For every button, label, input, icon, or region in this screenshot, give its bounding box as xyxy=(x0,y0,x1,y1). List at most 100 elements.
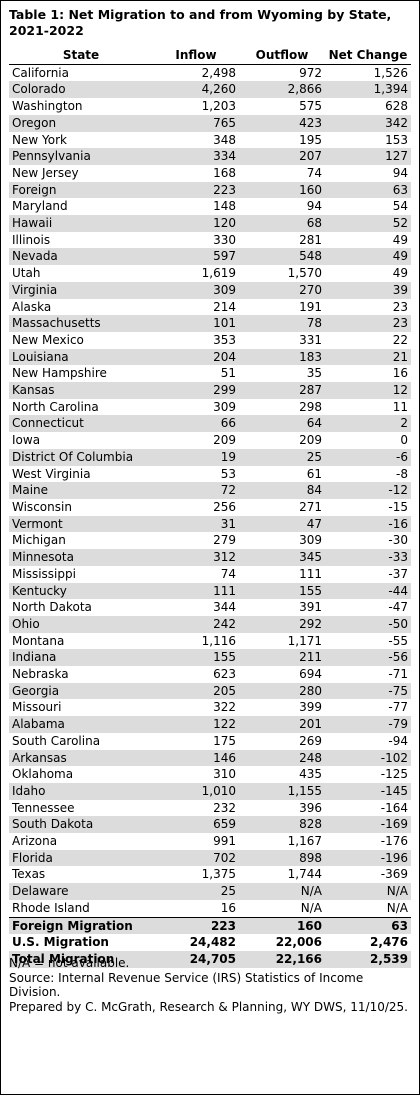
table-row: Colorado 4,260 2,866 1,394 xyxy=(9,81,411,99)
cell-outflow: 435 xyxy=(299,767,322,782)
table-row: New Mexico 353 331 22 xyxy=(9,332,411,349)
table-row: Oregon 765 423 342 xyxy=(9,114,411,132)
table-row: Utah 1,619 1,570 49 xyxy=(9,265,411,282)
table-row: Pennsylvania 334 207 127 xyxy=(9,148,411,165)
cell-outflow: 64 xyxy=(239,415,325,433)
cell-net-change: -71 xyxy=(388,667,408,682)
cell-net-change: 22 xyxy=(392,332,408,347)
table-row: Oklahoma 310 435 -125 xyxy=(9,766,411,783)
footnotes: N/A = not available. Source: Internal Re… xyxy=(9,956,409,1014)
cell-outflow: 1,155 xyxy=(239,782,325,800)
cell-inflow: 279 xyxy=(213,533,236,548)
cell-inflow: 702 xyxy=(153,849,239,867)
cell-net-change: 23 xyxy=(325,315,411,332)
table-body: California 2,498 972 1,526 Colorado 4,260 2,86… xyxy=(9,64,411,968)
cell-inflow: 256 xyxy=(213,499,236,514)
cell-net-change: -125 xyxy=(380,767,408,782)
cell-state: Mississippi xyxy=(12,566,76,581)
cell-outflow: 399 xyxy=(299,700,322,715)
cell-net-change: 63 xyxy=(325,916,411,935)
cell-net-change: 2,476 xyxy=(370,935,408,950)
cell-net-change: 0 xyxy=(400,433,408,448)
footnote-na: N/A = not available. xyxy=(9,956,130,970)
cell-outflow: 575 xyxy=(299,99,322,114)
cell-outflow: 160 xyxy=(239,181,325,199)
cell-net-change: N/A xyxy=(325,883,411,900)
cell-net-change: -75 xyxy=(325,682,411,700)
cell-outflow: 972 xyxy=(299,65,322,80)
table-row: District Of Columbia 19 25 -6 xyxy=(9,448,411,466)
cell-state: Washington xyxy=(12,99,83,114)
cell-state: Connecticut xyxy=(9,415,153,433)
cell-inflow: 223 xyxy=(153,181,239,199)
cell-inflow: 175 xyxy=(213,733,236,748)
cell-state: Indiana xyxy=(9,649,153,667)
header-outflow: Outflow xyxy=(239,47,325,65)
cell-outflow: 191 xyxy=(299,299,322,314)
cell-net-change: 628 xyxy=(385,99,408,114)
cell-net-change: 49 xyxy=(392,266,408,281)
cell-inflow: 344 xyxy=(213,600,236,615)
cell-net-change: 94 xyxy=(392,165,408,180)
cell-outflow: 1,744 xyxy=(287,867,322,882)
cell-outflow: 209 xyxy=(299,433,322,448)
total-row: U.S. Migration 24,482 22,006 2,476 xyxy=(9,934,411,951)
table-row: Missouri 322 399 -77 xyxy=(9,699,411,716)
cell-net-change: -12 xyxy=(325,482,411,499)
cell-state: Vermont xyxy=(9,515,153,533)
cell-inflow: 25 xyxy=(153,883,239,900)
cell-inflow: 334 xyxy=(153,148,239,165)
cell-outflow: 94 xyxy=(306,199,322,214)
table-row: Virginia 309 270 39 xyxy=(9,281,411,299)
cell-state: North Carolina xyxy=(12,399,99,414)
cell-state: Maine xyxy=(9,482,153,499)
header-inflow: Inflow xyxy=(153,47,239,65)
table-row: New Hampshire 51 35 16 xyxy=(9,365,411,382)
cell-net-change: -145 xyxy=(325,782,411,800)
table-row: South Dakota 659 828 -169 xyxy=(9,816,411,834)
cell-net-change: 2,539 xyxy=(325,950,411,968)
cell-inflow: 309 xyxy=(213,399,236,414)
cell-net-change: -77 xyxy=(388,700,408,715)
table-row: Florida 702 898 -196 xyxy=(9,849,411,867)
cell-state: Iowa xyxy=(12,433,41,448)
cell-state: U.S. Migration xyxy=(12,935,109,950)
cell-net-change: -8 xyxy=(396,466,408,481)
cell-outflow: 423 xyxy=(239,114,325,132)
table-row: Wisconsin 256 271 -15 xyxy=(9,499,411,516)
table-row: Nevada 597 548 49 xyxy=(9,248,411,266)
cell-state: Massachusetts xyxy=(9,315,153,332)
table-title: Table 1: Net Migration to and from Wyomi… xyxy=(9,7,392,38)
total-row: Foreign Migration 223 160 63 xyxy=(9,916,411,935)
cell-net-change: -196 xyxy=(325,849,411,867)
table-row: Massachusetts 101 78 23 xyxy=(9,315,411,332)
cell-outflow: 47 xyxy=(239,515,325,533)
cell-state: Tennessee xyxy=(12,800,75,815)
cell-state: Nevada xyxy=(9,248,153,266)
cell-inflow: 310 xyxy=(213,767,236,782)
cell-state: Illinois xyxy=(12,232,51,247)
cell-inflow: 209 xyxy=(213,433,236,448)
cell-inflow: 1,375 xyxy=(201,867,236,882)
cell-state: Kansas xyxy=(9,382,153,399)
cell-inflow: 168 xyxy=(213,165,236,180)
header-state: State xyxy=(9,47,153,65)
cell-state: New Jersey xyxy=(12,165,79,180)
cell-net-change: -79 xyxy=(325,716,411,733)
cell-net-change: 49 xyxy=(325,248,411,266)
table-row: Rhode Island 16 N/A N/A xyxy=(9,900,411,917)
cell-outflow: 309 xyxy=(299,533,322,548)
cell-inflow: 101 xyxy=(153,315,239,332)
cell-net-change: -55 xyxy=(388,633,408,648)
cell-state: Oklahoma xyxy=(12,767,74,782)
cell-outflow: 391 xyxy=(299,600,322,615)
cell-net-change: 1,394 xyxy=(325,81,411,99)
cell-state: Alabama xyxy=(9,716,153,733)
cell-outflow: 248 xyxy=(239,749,325,767)
cell-outflow: 35 xyxy=(306,366,322,381)
cell-net-change: 127 xyxy=(325,148,411,165)
migration-table: State Inflow Outflow Net Change Californ… xyxy=(9,47,411,968)
table-row: Nebraska 623 694 -71 xyxy=(9,666,411,683)
cell-outflow: 280 xyxy=(239,682,325,700)
table-row: Arizona 991 1,167 -176 xyxy=(9,833,411,850)
